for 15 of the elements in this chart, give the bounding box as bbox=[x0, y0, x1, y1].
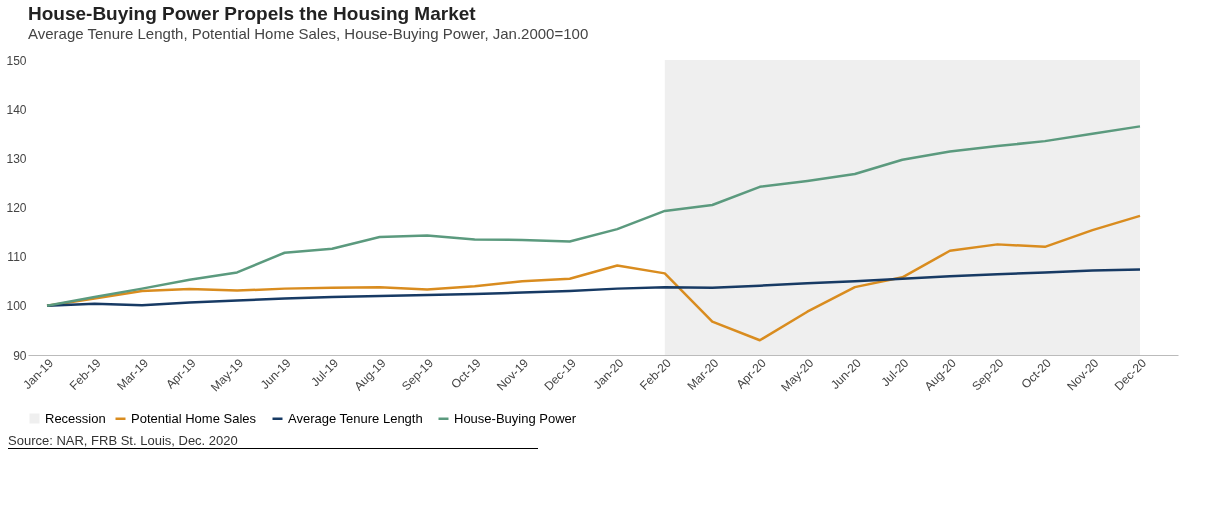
y-tick-label: 100 bbox=[6, 299, 27, 314]
legend-label: House-Buying Power bbox=[454, 410, 577, 426]
y-tick-label: 130 bbox=[6, 151, 27, 166]
source-note: Source: NAR, FRB St. Louis, Dec. 2020 bbox=[8, 433, 538, 449]
legend-label: Average Tenure Length bbox=[288, 410, 423, 426]
y-tick-label: 120 bbox=[6, 201, 27, 215]
y-tick-label: 140 bbox=[6, 102, 27, 117]
chart-title: House-Buying Power Propels the Housing Market bbox=[28, 3, 477, 24]
legend-label: Potential Home Sales bbox=[131, 410, 257, 426]
legend-label: Recession bbox=[45, 410, 106, 426]
y-tick-label: 110 bbox=[7, 250, 27, 265]
y-tick-label: 150 bbox=[6, 53, 27, 68]
y-tick-label: 90 bbox=[13, 348, 27, 363]
line-series bbox=[45, 125, 1142, 308]
chart-subtitle: Average Tenure Length, Potential Home Sales, House-Buying Power, Jan.2000=100 bbox=[28, 25, 589, 42]
